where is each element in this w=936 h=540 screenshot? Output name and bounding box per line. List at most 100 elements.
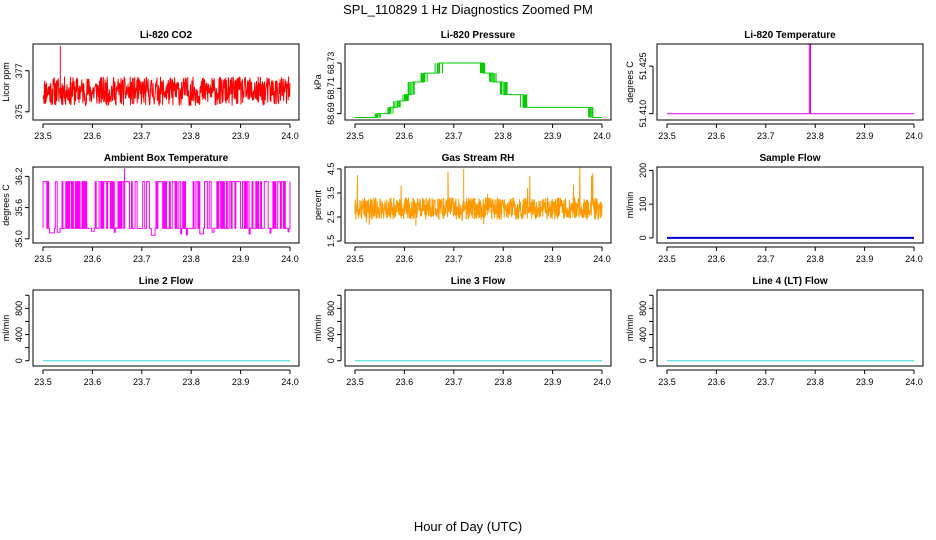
x-tick-label: 24.0	[281, 377, 299, 387]
chart-panel: Li-820 Pressure kPa 23.5 23.6 23.7 23.8 23.9 24…	[313, 30, 612, 141]
x-tick-label: 24.0	[905, 131, 923, 141]
panel-title: Line 3 Flow	[451, 276, 506, 287]
x-tick-label: 23.7	[133, 377, 151, 387]
x-tick-label: 23.9	[856, 377, 874, 387]
plot-frame	[344, 289, 612, 367]
x-tick-label: 24.0	[281, 254, 299, 264]
plot-frame	[32, 289, 300, 367]
data-layer	[354, 167, 603, 226]
x-tick-label: 23.6	[396, 377, 414, 387]
panel-title: Gas Stream RH	[442, 153, 515, 164]
x-tick-label: 23.6	[708, 377, 726, 387]
data-series-line	[354, 167, 603, 226]
chart-panel: Li-820 CO2 Licor ppm 23.5 23.6 23.7 23.8 23.9 2…	[1, 30, 300, 141]
x-tick-label: 23.9	[232, 254, 250, 264]
x-tick-label: 23.7	[757, 377, 775, 387]
data-series-line	[42, 168, 291, 236]
x-tick-label: 23.5	[346, 131, 364, 141]
x-tick-label: 24.0	[593, 131, 611, 141]
y-tick-label: 800	[326, 301, 336, 316]
y-tick-label: 51.425	[638, 52, 648, 80]
x-tick-label: 23.6	[84, 254, 102, 264]
x-tick-label: 23.6	[84, 131, 102, 141]
x-tick-label: 23.9	[544, 131, 562, 141]
y-tick-label: 68.69	[326, 102, 336, 125]
x-tick-label: 23.8	[806, 131, 824, 141]
plot-frame	[656, 166, 924, 244]
x-tick-label: 23.6	[396, 131, 414, 141]
y-tick-label: 35.0	[14, 230, 24, 248]
x-tick-label: 23.7	[445, 254, 463, 264]
figure-title: SPL_110829 1 Hz Diagnostics Zoomed PM	[343, 2, 593, 17]
y-tick-label: 0	[14, 358, 24, 363]
x-tick-label: 23.7	[133, 131, 151, 141]
x-tick-label: 23.7	[445, 131, 463, 141]
data-layer	[42, 46, 291, 107]
data-series-line	[355, 62, 602, 118]
x-tick-label: 24.0	[905, 377, 923, 387]
y-tick-label: 36.2	[14, 168, 24, 186]
y-tick-label: 0	[326, 358, 336, 363]
x-tick-label: 23.5	[346, 254, 364, 264]
data-layer	[667, 44, 914, 115]
plot-frame	[344, 166, 612, 244]
y-tick-label: 377	[14, 63, 24, 78]
y-axis-label: ml/min	[1, 315, 11, 342]
panel-title: Li-820 CO2	[140, 30, 193, 41]
y-tick-label: 375	[14, 104, 24, 119]
panel-title: Li-820 Pressure	[441, 30, 516, 41]
y-tick-label: 0	[638, 358, 648, 363]
x-tick-label: 23.5	[658, 131, 676, 141]
x-tick-label: 23.7	[445, 377, 463, 387]
y-tick-label: 800	[14, 301, 24, 316]
x-tick-label: 24.0	[593, 377, 611, 387]
y-tick-label: 4.5	[326, 163, 336, 176]
y-tick-label: 0	[638, 235, 648, 240]
y-axis-label: degrees C	[1, 184, 11, 226]
x-axis-title: Hour of Day (UTC)	[414, 519, 522, 534]
x-tick-label: 23.9	[856, 131, 874, 141]
y-axis-label: ml/min	[313, 315, 323, 342]
x-tick-label: 23.6	[708, 131, 726, 141]
y-tick-label: 400	[14, 327, 24, 342]
panel-title: Line 2 Flow	[139, 276, 194, 287]
y-tick-label: 3.5	[326, 187, 336, 200]
y-axis-label: ml/min	[625, 315, 635, 342]
panel-title: Line 4 (LT) Flow	[752, 276, 828, 287]
x-tick-label: 23.5	[34, 254, 52, 264]
y-axis-label: degrees C	[625, 61, 635, 103]
data-series-line	[667, 44, 914, 115]
panel-title: Sample Flow	[759, 153, 820, 164]
y-tick-label: 68.71	[326, 77, 336, 100]
x-tick-label: 23.7	[757, 131, 775, 141]
y-axis-label: Licor ppm	[1, 62, 11, 102]
y-axis-label: kPa	[313, 74, 323, 90]
data-layer	[355, 62, 602, 118]
x-tick-label: 24.0	[281, 131, 299, 141]
x-tick-label: 23.9	[232, 377, 250, 387]
panel-title: Ambient Box Temperature	[104, 153, 229, 164]
x-tick-label: 23.8	[806, 254, 824, 264]
y-tick-label: 800	[638, 301, 648, 316]
x-tick-label: 23.8	[182, 254, 200, 264]
x-tick-label: 23.7	[757, 254, 775, 264]
x-tick-label: 23.8	[494, 131, 512, 141]
x-tick-label: 23.5	[346, 377, 364, 387]
panel-title: Li-820 Temperature	[744, 30, 836, 41]
chart-panel: Gas Stream RH percent 23.5 23.6 23.7 23.8 23.9…	[313, 153, 612, 264]
chart-panel: Line 4 (LT) Flow ml/min 23.5 23.6 23.7 23.8 23…	[625, 276, 924, 387]
x-tick-label: 23.9	[856, 254, 874, 264]
y-tick-label: 2.5	[326, 211, 336, 224]
x-tick-label: 23.8	[806, 377, 824, 387]
chart-panel: Line 3 Flow ml/min 23.5 23.6 23.7 23.8 23.9 24.…	[313, 276, 612, 387]
y-axis-label: ml/min	[625, 192, 635, 219]
y-tick-label: 400	[326, 327, 336, 342]
y-tick-label: 35.6	[14, 199, 24, 217]
chart-panel: Sample Flow ml/min 23.5 23.6 23.7 23.8 23.9 24.…	[625, 153, 924, 264]
x-tick-label: 23.8	[494, 254, 512, 264]
plot-frame	[344, 43, 612, 121]
x-tick-label: 23.5	[658, 377, 676, 387]
x-tick-label: 23.5	[658, 254, 676, 264]
x-tick-label: 23.6	[84, 377, 102, 387]
